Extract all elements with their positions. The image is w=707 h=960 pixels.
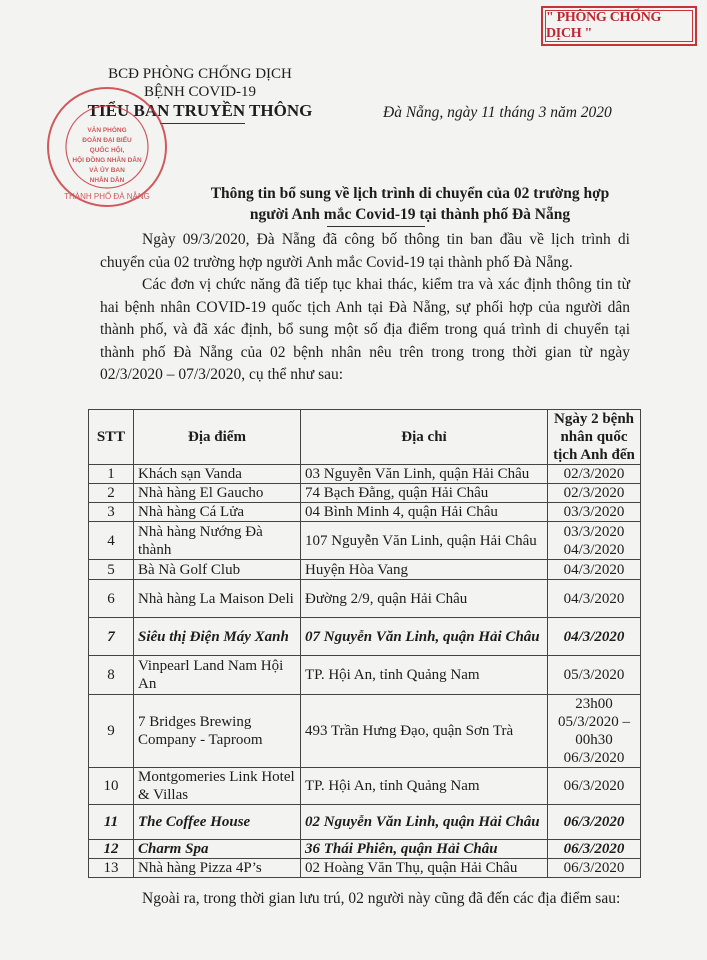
seal-bottom-text: THÀNH PHỐ ĐÀ NẴNG (64, 191, 150, 201)
cell-address: Đường 2/9, quận Hải Châu (300, 579, 548, 618)
header-date: Ngày 2 bệnh nhân quốc tịch Anh đến (547, 409, 641, 465)
cell-stt: 8 (88, 655, 134, 695)
cell-address: 493 Trần Hưng Đạo, quận Sơn Trà (300, 694, 548, 768)
paragraph-3: Ngoài ra, trong thời gian lưu trú, 02 ng… (142, 890, 621, 907)
cell-place: Khách sạn Vanda (133, 464, 301, 484)
cell-stt: 3 (88, 502, 134, 522)
cell-place: Montgomeries Link Hotel & Villas (133, 767, 301, 805)
header-place: Địa điểm (133, 409, 301, 465)
cell-place: Nhà hàng Nướng Đà thành (133, 521, 301, 560)
org-line-1: BCĐ PHÒNG CHỐNG DỊCH (108, 66, 292, 82)
cell-place: Nhà hàng Pizza 4P’s (133, 858, 301, 878)
cell-date: 06/3/2020 (547, 804, 641, 840)
cell-date: 06/3/2020 (547, 839, 641, 859)
cell-place: Vinpearl Land Nam Hội An (133, 655, 301, 695)
cell-stt: 5 (88, 559, 134, 580)
cell-address: 107 Nguyễn Văn Linh, quận Hải Châu (300, 521, 548, 560)
cell-place: Bà Nà Golf Club (133, 559, 301, 580)
cell-address: 74 Bạch Đằng, quận Hải Châu (300, 483, 548, 503)
table-row: 10 Montgomeries Link Hotel & Villas TP. Hộ… (88, 767, 641, 805)
cell-date: 02/3/2020 (547, 464, 641, 484)
title-underline (327, 226, 425, 227)
intro-paragraphs: Ngày 09/3/2020, Đà Nẵng đã công bố thông… (100, 229, 630, 387)
cell-stt: 7 (88, 617, 134, 656)
table-row: 4 Nhà hàng Nướng Đà thành 107 Nguyễn Văn L… (88, 521, 641, 560)
stamp-text: " PHÒNG CHỐNG DỊCH " (545, 10, 693, 42)
cell-address: TP. Hội An, tỉnh Quảng Nam (300, 767, 548, 805)
cell-date: 05/3/2020 (547, 655, 641, 695)
table-row: 5 Bà Nà Golf Club Huyện Hòa Vang 04/3/2020 (88, 559, 641, 580)
cell-stt: 10 (88, 767, 134, 805)
title-line-1: Thông tin bổ sung về lịch trình di chuyể… (210, 185, 610, 202)
cell-place: Nhà hàng La Maison Deli (133, 579, 301, 618)
cell-place: Charm Spa (133, 839, 301, 859)
header-address: Địa chỉ (300, 409, 548, 465)
cell-address: 36 Thái Phiên, quận Hải Châu (300, 839, 548, 859)
cell-address: 03 Nguyễn Văn Linh, quận Hải Châu (300, 464, 548, 484)
seal-center-line: HỘI ĐỒNG NHÂN DÂN (72, 154, 142, 164)
cell-stt: 13 (88, 858, 134, 878)
document-title: Thông tin bổ sung về lịch trình di chuyể… (150, 183, 670, 225)
cell-address: 04 Bình Minh 4, quận Hải Châu (300, 502, 548, 522)
cell-address: 07 Nguyễn Văn Linh, quận Hải Châu (300, 617, 548, 656)
cell-place: Siêu thị Điện Máy Xanh (133, 617, 301, 656)
cell-date: 03/3/2020 04/3/2020 (547, 521, 641, 560)
table-row: 8 Vinpearl Land Nam Hội An TP. Hội An, tỉn… (88, 655, 641, 695)
cell-date: 04/3/2020 (547, 559, 641, 580)
cell-place: 7 Bridges Brewing Company - Taproom (133, 694, 301, 768)
paragraph-2: Các đơn vị chức năng đã tiếp tục khai th… (100, 276, 630, 383)
cell-place: Nhà hàng El Gaucho (133, 483, 301, 503)
cell-date: 06/3/2020 (547, 767, 641, 805)
paragraph-1: Ngày 09/3/2020, Đà Nẵng đã công bố thông… (100, 231, 630, 271)
place-date: Đà Nẵng, ngày 11 tháng 3 năm 2020 (383, 104, 612, 121)
table-row: 3 Nhà hàng Cá Lửa 04 Bình Minh 4, quận Hải… (88, 502, 641, 522)
cell-stt: 11 (88, 804, 134, 840)
cell-address: Huyện Hòa Vang (300, 559, 548, 580)
phong-chong-dich-stamp: " PHÒNG CHỐNG DỊCH " (541, 6, 697, 46)
cell-date: 06/3/2020 (547, 858, 641, 878)
cell-address: 02 Hoàng Văn Thụ, quận Hải Châu (300, 858, 548, 878)
cell-place: The Coffee House (133, 804, 301, 840)
org-line-2: BỆNH COVID-19 (143, 84, 257, 100)
cell-stt: 4 (88, 521, 134, 560)
table-row: 7 Siêu thị Điện Máy Xanh 07 Nguyễn Văn Lin… (88, 617, 641, 656)
cell-stt: 12 (88, 839, 134, 859)
cell-address: TP. Hội An, tỉnh Quảng Nam (300, 655, 548, 695)
table-row: 2 Nhà hàng El Gaucho 74 Bạch Đằng, quận Hả… (88, 483, 641, 503)
table-row: 6 Nhà hàng La Maison Deli Đường 2/9, quận … (88, 579, 641, 618)
table-row: 13 Nhà hàng Pizza 4P’s 02 Hoàng Văn Thụ, q… (88, 858, 641, 878)
cell-date: 04/3/2020 (547, 617, 641, 656)
seal-center-line: NHÂN DÂN (90, 175, 125, 184)
seal-center-line: VĂN PHÒNG (87, 125, 126, 134)
cell-date: 02/3/2020 (547, 483, 641, 503)
org-line-3: TIỂU BAN TRUYỀN THÔNG (87, 101, 313, 120)
table-row: 1 Khách sạn Vanda 03 Nguyễn Văn Linh, quận… (88, 464, 641, 484)
cell-stt: 6 (88, 579, 134, 618)
cell-place: Nhà hàng Cá Lửa (133, 502, 301, 522)
header-stt: STT (88, 409, 134, 465)
cell-date: 23h00 05/3/2020 – 00h30 06/3/2020 (547, 694, 641, 768)
locations-table: STT Địa điểm Địa chỉ Ngày 2 bệnh nhân qu… (88, 409, 641, 878)
cell-date: 04/3/2020 (547, 579, 641, 618)
table-header-row: STT Địa điểm Địa chỉ Ngày 2 bệnh nhân qu… (88, 409, 641, 465)
cell-stt: 2 (88, 483, 134, 503)
cell-stt: 1 (88, 464, 134, 484)
seal-center-line: VÀ ỦY BAN (89, 165, 125, 174)
table-section: STT Địa điểm Địa chỉ Ngày 2 bệnh nhân qu… (88, 409, 641, 911)
table-row: 12 Charm Spa 36 Thái Phiên, quận Hải Châu 0… (88, 839, 641, 859)
seal-center-line: QUỐC HỘI, (90, 144, 125, 154)
table-row: 11 The Coffee House 02 Nguyễn Văn Linh, qu… (88, 804, 641, 840)
title-line-2: người Anh mắc Covid-19 tại thành phố Đà … (249, 206, 571, 223)
cell-address: 02 Nguyễn Văn Linh, quận Hải Châu (300, 804, 548, 840)
cell-date: 03/3/2020 (547, 502, 641, 522)
org-underline (160, 123, 245, 124)
cell-stt: 9 (88, 694, 134, 768)
seal-center-line: ĐOÀN ĐẠI BIỂU (82, 135, 132, 144)
